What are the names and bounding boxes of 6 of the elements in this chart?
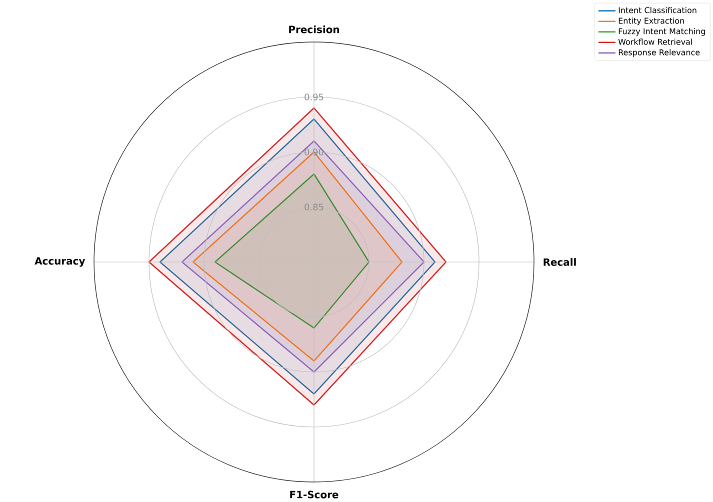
spoke-label: F1-Score xyxy=(290,490,338,498)
y-tick-label: 0.95 xyxy=(304,94,324,100)
spoke-label: Accuracy xyxy=(34,257,86,267)
y-tick-label: 0.85 xyxy=(304,204,324,210)
spoke-label: Precision xyxy=(289,25,340,34)
spoke-label: Recall xyxy=(544,258,576,266)
